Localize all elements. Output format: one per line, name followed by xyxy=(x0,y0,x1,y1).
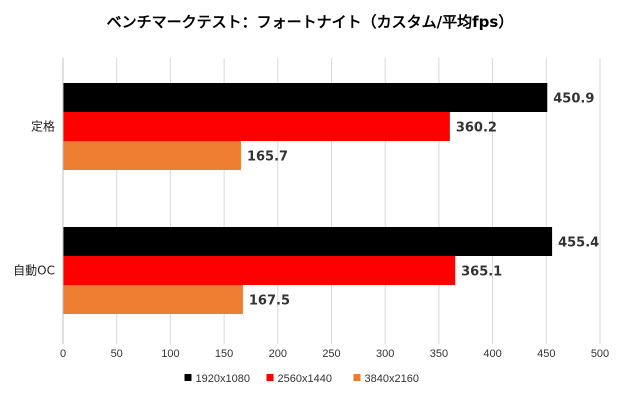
data-label: 167.5 xyxy=(249,294,290,309)
legend-label: 3840x2160 xyxy=(365,373,419,385)
bar xyxy=(63,285,243,314)
x-tick-label: 300 xyxy=(376,348,394,360)
x-tick-label: 200 xyxy=(269,348,287,360)
bar xyxy=(63,112,450,141)
category-label: 定格 xyxy=(31,119,55,134)
x-tick-label: 350 xyxy=(430,348,448,360)
x-tick-label: 150 xyxy=(215,348,233,360)
bar xyxy=(63,227,553,256)
data-label: 360.2 xyxy=(456,121,497,136)
legend-label: 1920x1080 xyxy=(196,373,250,385)
legend-swatch xyxy=(184,374,192,381)
data-label: 455.4 xyxy=(558,236,599,251)
x-tick-label: 450 xyxy=(537,348,555,360)
legend-item: 2560x1440 xyxy=(266,373,332,385)
legend: 1920x1080 2560x1440 3840x2160 xyxy=(184,373,419,385)
category-label: 自動OC xyxy=(13,264,55,278)
data-label: 450.9 xyxy=(553,92,594,107)
data-label: 165.7 xyxy=(247,150,288,165)
legend-swatch xyxy=(266,374,274,381)
legend-item: 1920x1080 xyxy=(184,373,250,385)
x-tick-label: 400 xyxy=(483,348,501,360)
legend-label: 2560x1440 xyxy=(278,373,332,385)
legend-item: 3840x2160 xyxy=(353,373,419,385)
x-tick-label: 50 xyxy=(111,348,123,360)
data-labels: 450.9 360.2 165.7 455.4 365.1 167.5 xyxy=(247,92,599,309)
legend-swatch xyxy=(353,374,361,381)
chart-title: ベンチマークテスト：フォートナイト（カスタム/平均fps） xyxy=(107,13,514,31)
bar xyxy=(63,83,548,112)
bars xyxy=(63,83,553,314)
x-tick-label: 0 xyxy=(60,348,66,360)
x-tick-label: 500 xyxy=(591,348,609,360)
x-tick-label: 250 xyxy=(322,348,340,360)
bar xyxy=(63,141,241,170)
data-label: 365.1 xyxy=(461,265,502,280)
x-tick-label: 100 xyxy=(161,348,179,360)
bar xyxy=(63,256,456,285)
